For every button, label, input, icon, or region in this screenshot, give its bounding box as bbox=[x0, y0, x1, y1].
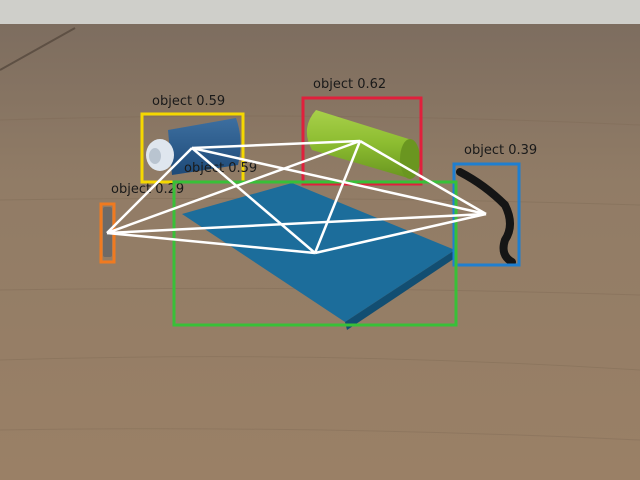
edge bbox=[191, 147, 316, 254]
detection-label-0: object 0.59 bbox=[152, 94, 225, 109]
edge bbox=[106, 212, 487, 235]
edge bbox=[314, 212, 487, 255]
detection-label-2: object 0.39 bbox=[464, 143, 537, 158]
detection-label-3: object 0.29 bbox=[111, 182, 184, 197]
green-cylinder bbox=[306, 110, 420, 179]
edge bbox=[106, 231, 316, 255]
edge bbox=[191, 139, 361, 150]
edge bbox=[313, 140, 362, 254]
edge bbox=[359, 139, 487, 216]
edge bbox=[191, 146, 487, 216]
detection-box-4 bbox=[172, 180, 458, 327]
relation-edges bbox=[106, 139, 487, 255]
edge bbox=[106, 147, 193, 234]
detection-box-1 bbox=[301, 96, 423, 186]
edge bbox=[106, 139, 361, 235]
black-cable bbox=[456, 168, 516, 266]
detection-label-4: object 0.59 bbox=[184, 161, 257, 176]
detection-label-1: object 0.62 bbox=[313, 77, 386, 92]
